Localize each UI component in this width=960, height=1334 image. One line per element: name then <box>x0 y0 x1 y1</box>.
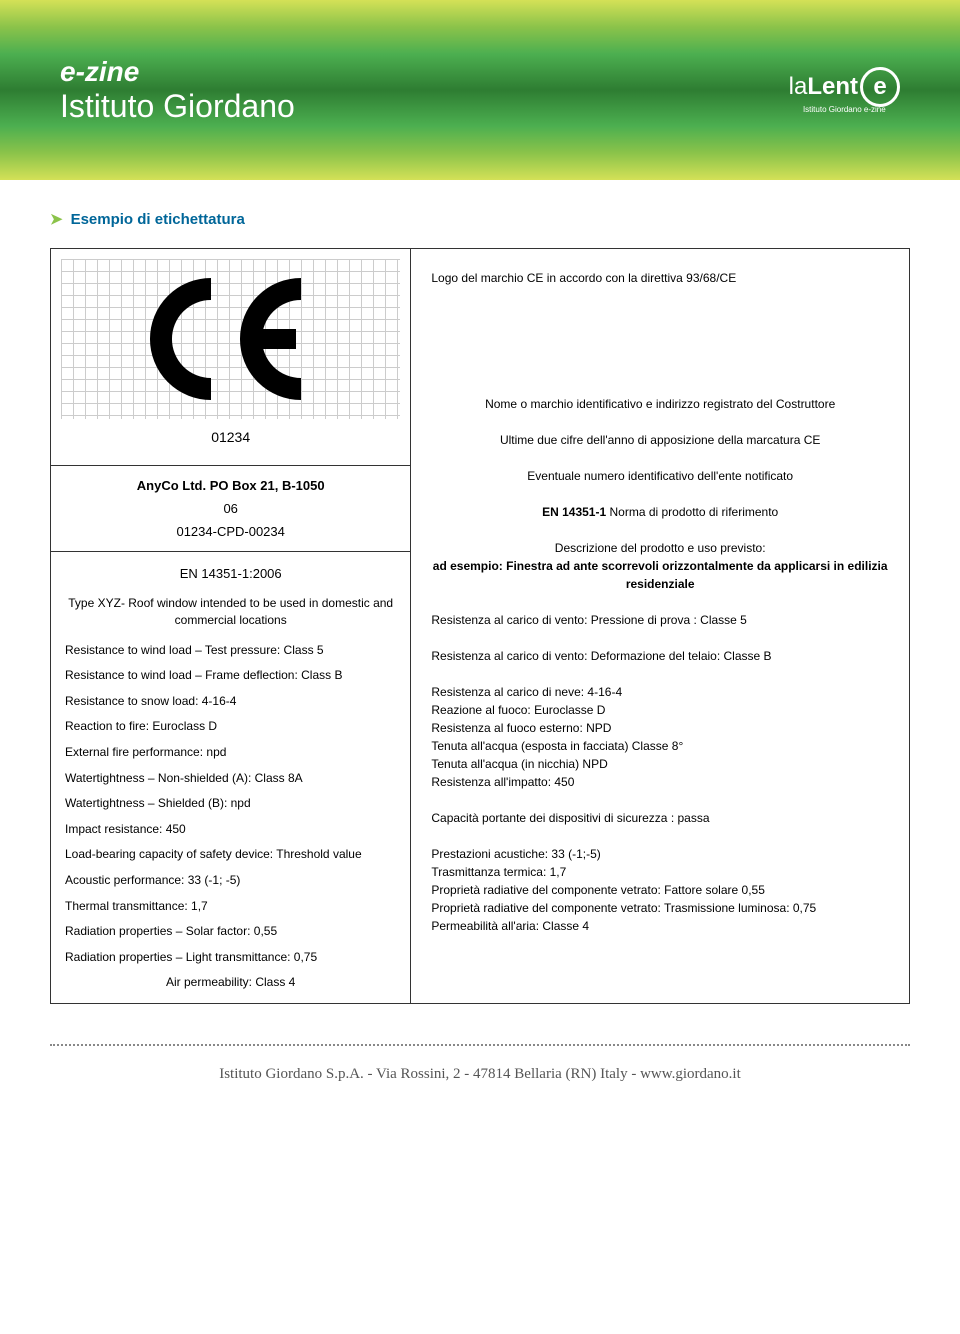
spec-line: Radiation properties – Solar factor: 0,5… <box>65 924 396 940</box>
content-area: ➤ Esempio di etichettatura 01234 AnyCo Lt… <box>0 180 960 1024</box>
right-specs5-list: Prestazioni acustiche: 33 (-1;-5)Trasmit… <box>431 845 889 935</box>
label-left-column: 01234 AnyCo Ltd. PO Box 21, B-1050 06 01… <box>51 249 411 1003</box>
lalente-lent: Lent <box>807 73 858 100</box>
right-spec-line: Prestazioni acustiche: 33 (-1;-5) <box>431 845 889 863</box>
lalente-e-circle: e <box>860 67 900 107</box>
right-spec-line: Resistenza al carico di neve: 4-16-4 <box>431 683 889 701</box>
lalente-logo: laLent e <box>789 67 900 107</box>
ce-mark-icon <box>131 269 331 409</box>
ezine-line1: e-zine <box>60 56 295 88</box>
header-banner: e-zine Istituto Giordano laLent e Istitu… <box>0 0 960 180</box>
air-permeability: Air permeability: Class 4 <box>65 975 396 989</box>
spec-line: Acoustic performance: 33 (-1; -5) <box>65 873 396 889</box>
right-spec-line: Tenuta all'acqua (in nicchia) NPD <box>431 755 889 773</box>
section-title-text: Esempio di etichettatura <box>71 211 245 228</box>
right-descrizione: Descrizione del prodotto e uso previsto: <box>431 539 889 557</box>
lalente-la: la <box>789 73 808 100</box>
right-spec1: Resistenza al carico di vento: Pressione… <box>431 611 889 629</box>
norm-title: EN 14351-1:2006 <box>65 566 396 581</box>
right-spec-line: Permeabilità all'aria: Classe 4 <box>431 917 889 935</box>
ce-logo-block: 01234 <box>51 249 410 466</box>
spec-line: Resistance to wind load – Frame deflecti… <box>65 668 396 684</box>
spec-line: Watertightness – Non-shielded (A): Class… <box>65 771 396 787</box>
lalente-subtitle: Istituto Giordano e-zine <box>789 105 900 114</box>
left-specs-list: Resistance to wind load – Test pressure:… <box>65 643 396 966</box>
right-norma-bold: EN 14351-1 <box>542 505 606 519</box>
footer-text: Istituto Giordano S.p.A. - Via Rossini, … <box>50 1066 910 1083</box>
right-esempio: ad esempio: Finestra ad ante scorrevoli … <box>431 557 889 593</box>
right-spec-line: Trasmittanza termica: 1,7 <box>431 863 889 881</box>
ezine-title: e-zine Istituto Giordano <box>60 56 295 125</box>
right-specs3-list: Resistenza al carico di neve: 4-16-4Reaz… <box>431 683 889 791</box>
ce-logo-grid <box>61 259 400 419</box>
company-cpd: 01234-CPD-00234 <box>63 524 398 539</box>
right-ultime: Ultime due cifre dell'anno di apposizion… <box>431 431 889 449</box>
ezine-line2: Istituto Giordano <box>60 88 295 125</box>
section-title: ➤ Esempio di etichettatura <box>50 210 910 228</box>
type-description: Type XYZ- Roof window intended to be use… <box>65 595 396 629</box>
right-eventuale: Eventuale numero identificativo dell'ent… <box>431 467 889 485</box>
right-spec-line: Resistenza all'impatto: 450 <box>431 773 889 791</box>
right-spec-line: Resistenza al fuoco esterno: NPD <box>431 719 889 737</box>
right-spec-line: Tenuta all'acqua (esposta in facciata) C… <box>431 737 889 755</box>
right-norma-rest: Norma di prodotto di riferimento <box>606 505 778 519</box>
footer-divider <box>50 1044 910 1046</box>
spec-line: Reaction to fire: Euroclass D <box>65 719 396 735</box>
company-block: AnyCo Ltd. PO Box 21, B-1050 06 01234-CP… <box>51 466 410 552</box>
company-name: AnyCo Ltd. PO Box 21, B-1050 <box>63 478 398 493</box>
label-example-table: 01234 AnyCo Ltd. PO Box 21, B-1050 06 01… <box>50 248 910 1004</box>
spec-line: Impact resistance: 450 <box>65 822 396 838</box>
spec-block: EN 14351-1:2006 Type XYZ- Roof window in… <box>51 552 410 1003</box>
right-descrizione-block: Descrizione del prodotto e uso previsto:… <box>431 539 889 593</box>
right-logo-desc: Logo del marchio CE in accordo con la di… <box>431 269 889 287</box>
right-spec2: Resistenza al carico di vento: Deformazi… <box>431 647 889 665</box>
ce-number: 01234 <box>61 419 400 455</box>
spec-line: Thermal transmittance: 1,7 <box>65 899 396 915</box>
right-spec-line: Proprietà radiative del componente vetra… <box>431 899 889 917</box>
right-norma: EN 14351-1 Norma di prodotto di riferime… <box>431 503 889 521</box>
right-spec-line: Reazione al fuoco: Euroclasse D <box>431 701 889 719</box>
right-spec-line: Proprietà radiative del componente vetra… <box>431 881 889 899</box>
spec-line: Resistance to wind load – Test pressure:… <box>65 643 396 659</box>
right-nome: Nome o marchio identificativo e indirizz… <box>431 395 889 413</box>
spec-line: Load-bearing capacity of safety device: … <box>65 847 396 863</box>
arrow-icon: ➤ <box>50 211 63 228</box>
right-spec4: Capacità portante dei dispositivi di sic… <box>431 809 889 827</box>
label-right-column: Logo del marchio CE in accordo con la di… <box>411 249 909 1003</box>
spec-line: Resistance to snow load: 4-16-4 <box>65 694 396 710</box>
company-year: 06 <box>63 501 398 516</box>
page-footer: Istituto Giordano S.p.A. - Via Rossini, … <box>0 1024 960 1113</box>
spec-line: External fire performance: npd <box>65 745 396 761</box>
spec-line: Watertightness – Shielded (B): npd <box>65 796 396 812</box>
spec-line: Radiation properties – Light transmittan… <box>65 950 396 966</box>
lalente-logo-container: laLent e Istituto Giordano e-zine <box>789 67 900 114</box>
